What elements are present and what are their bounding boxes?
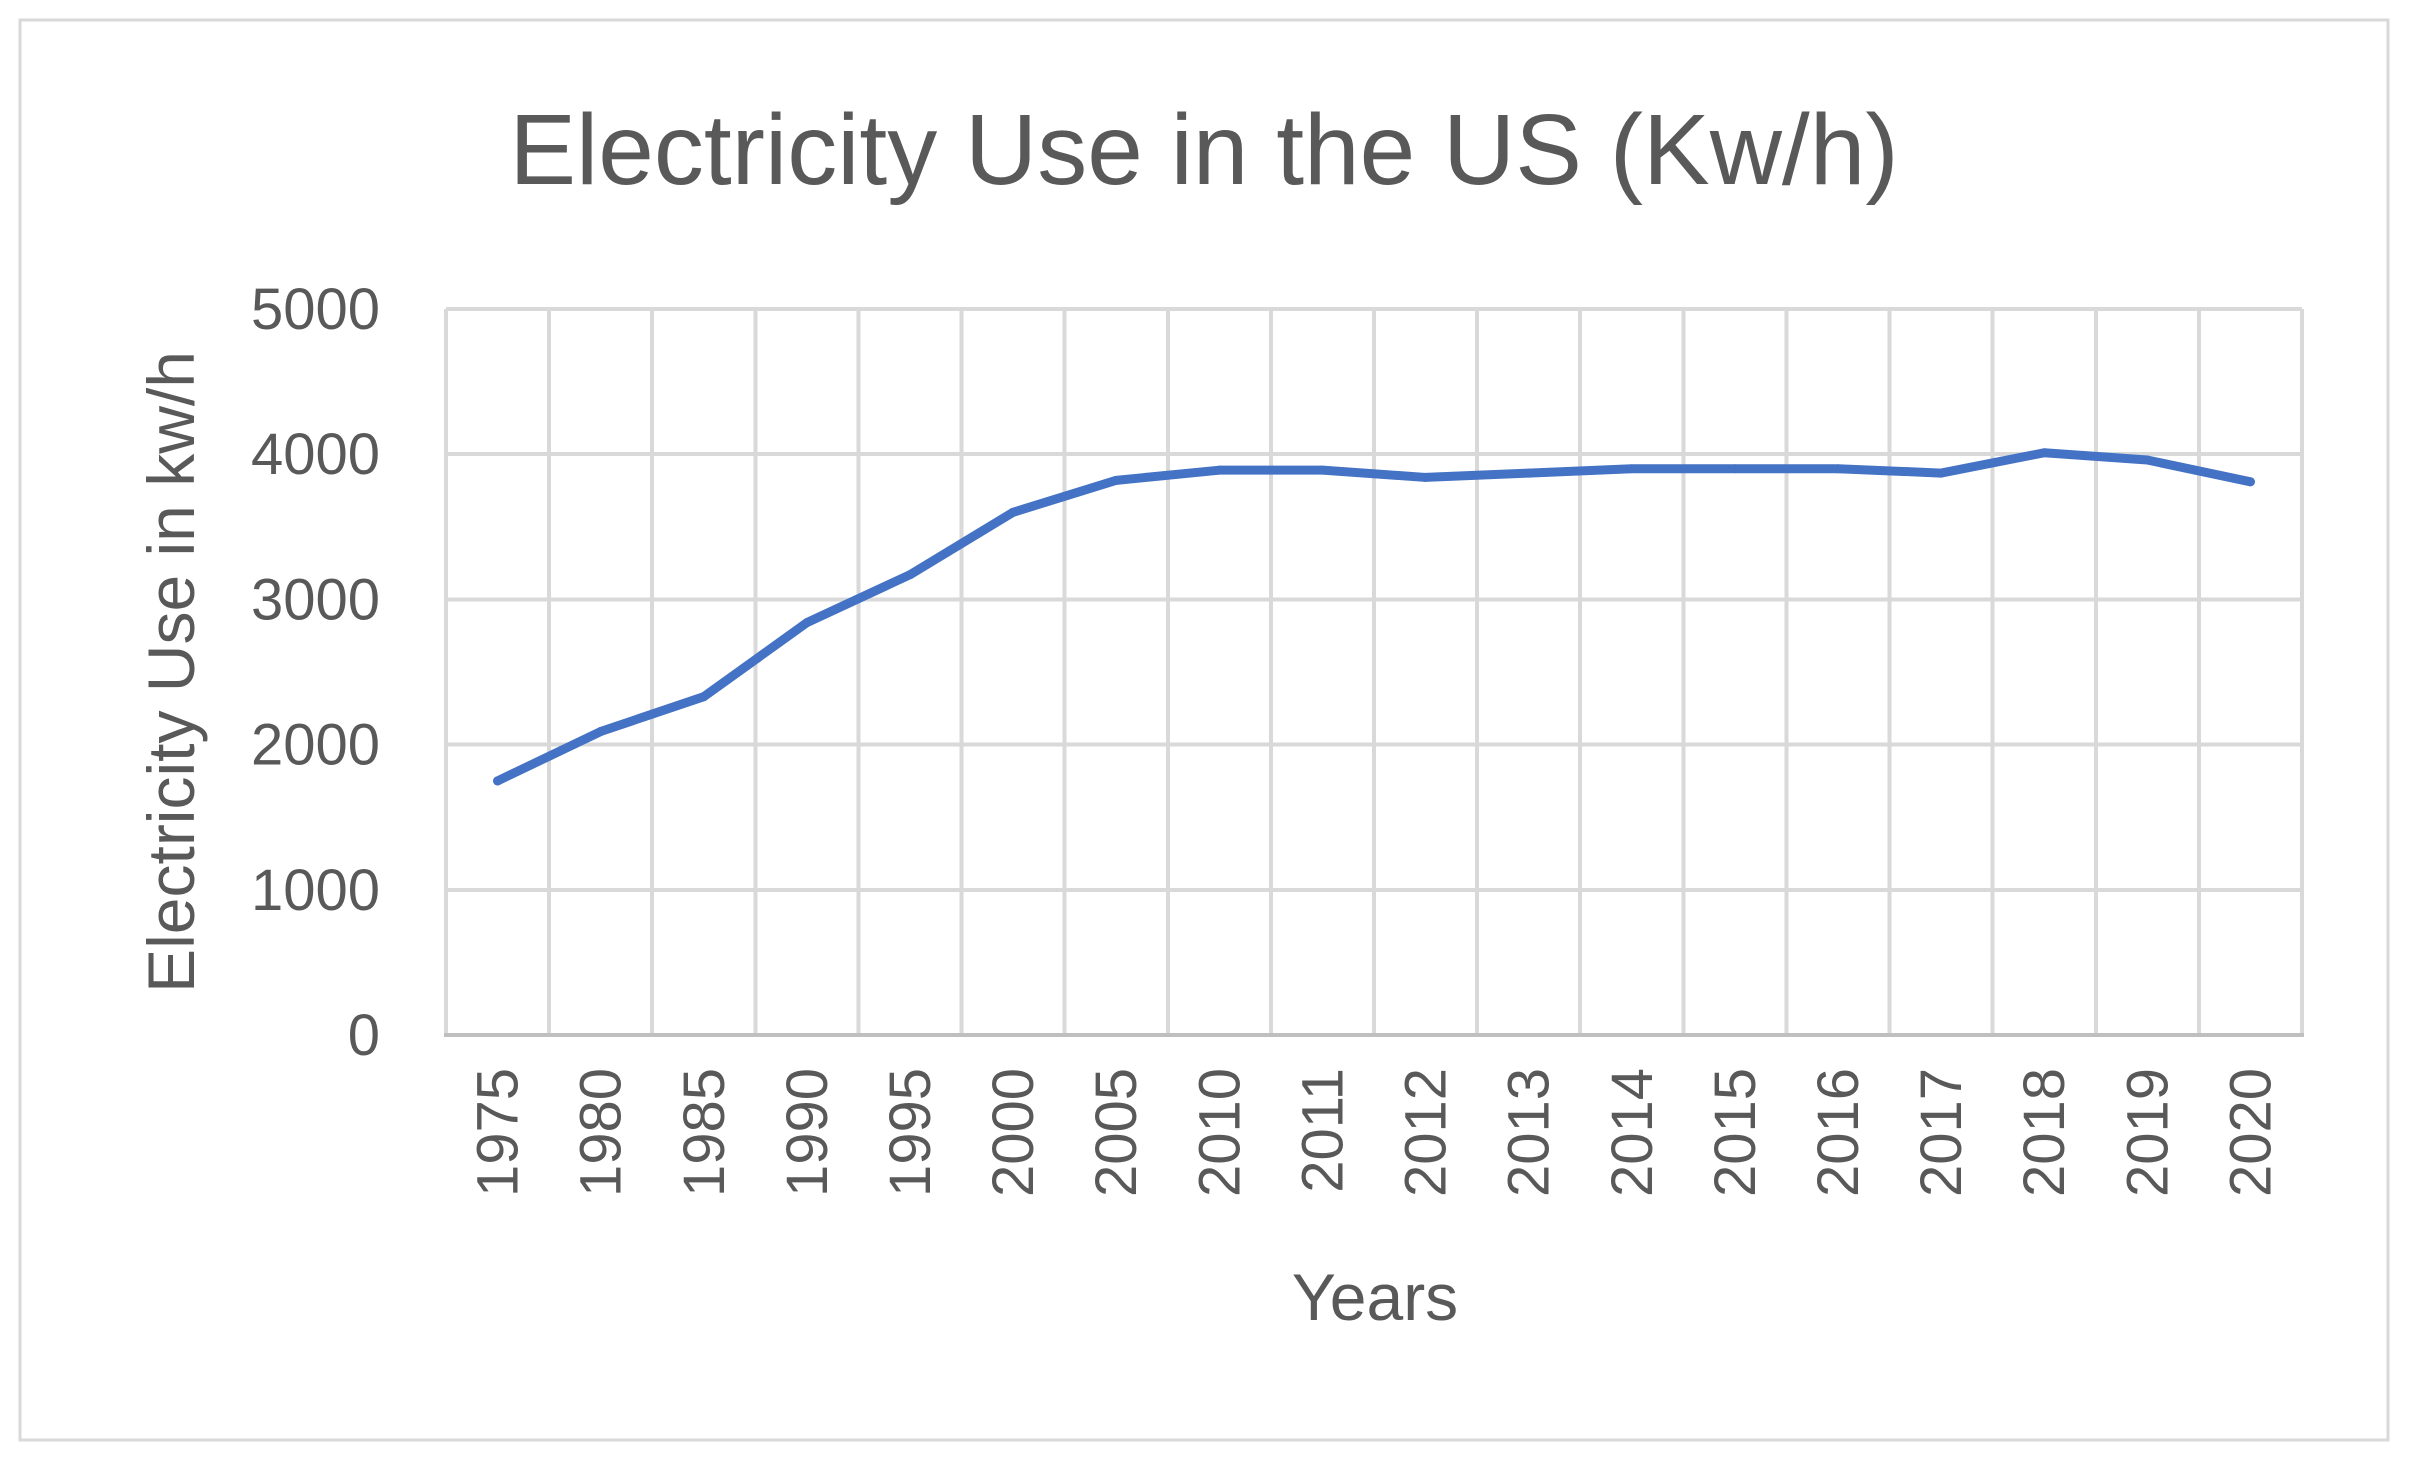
data-point	[1317, 465, 1327, 475]
y-tick-label: 0	[348, 1003, 380, 1068]
x-tick-label: 2005	[1084, 1068, 1149, 1197]
y-tick-label: 1000	[251, 858, 380, 923]
y-tick-label: 4000	[251, 422, 380, 487]
y-tick-label: 5000	[251, 277, 380, 342]
x-tick-label: 2019	[2115, 1068, 2180, 1197]
chart-title: Electricity Use in the US (Kw/h)	[509, 94, 1898, 206]
data-point	[1730, 464, 1740, 474]
x-tick-label: 2012	[1394, 1068, 1459, 1197]
data-point	[1627, 464, 1637, 474]
data-point	[596, 727, 606, 737]
data-point	[2142, 455, 2152, 465]
series-layer	[493, 448, 2255, 786]
data-point	[1008, 507, 1018, 517]
x-axis-title: Years	[1292, 1260, 1458, 1334]
x-tick-label: 2015	[1703, 1068, 1768, 1197]
data-point	[1833, 464, 1843, 474]
x-tick-label: 2000	[981, 1068, 1046, 1197]
x-axis-ticks: 1975 1980 1985 1990 1995 2000 2005 2010 2011 2012…	[466, 1068, 2284, 1197]
x-tick-label: 1985	[672, 1068, 737, 1197]
data-point	[1524, 468, 1534, 478]
data-point	[802, 618, 812, 628]
data-point	[2039, 448, 2049, 458]
data-point	[1214, 465, 1224, 475]
x-tick-label: 2017	[1909, 1068, 1974, 1197]
y-axis-title: Electricity Use in kw/h	[134, 351, 208, 993]
data-point	[699, 692, 709, 702]
data-point	[1936, 468, 1946, 478]
x-tick-label: 2018	[2012, 1068, 2077, 1197]
data-point	[493, 776, 503, 786]
x-tick-label: 2013	[1497, 1068, 1562, 1197]
data-point	[1421, 472, 1431, 482]
data-point	[905, 570, 915, 580]
data-point	[1111, 475, 1121, 485]
x-tick-label: 2011	[1290, 1068, 1355, 1193]
x-tick-label: 2020	[2218, 1068, 2283, 1197]
x-tick-label: 1995	[878, 1068, 943, 1197]
x-tick-label: 1980	[569, 1068, 634, 1197]
x-tick-label: 1990	[775, 1068, 840, 1197]
x-tick-label: 2014	[1600, 1068, 1665, 1197]
y-tick-label: 3000	[251, 567, 380, 632]
y-tick-label: 2000	[251, 713, 380, 778]
data-point	[2245, 477, 2255, 487]
x-tick-label: 2016	[1806, 1068, 1871, 1197]
series-line	[493, 448, 2255, 786]
x-tick-label: 2010	[1187, 1068, 1252, 1197]
grid	[444, 307, 2304, 1037]
x-tick-label: 1975	[466, 1068, 531, 1197]
y-axis-ticks: 0 1000 2000 3000 4000 5000	[251, 277, 380, 1068]
